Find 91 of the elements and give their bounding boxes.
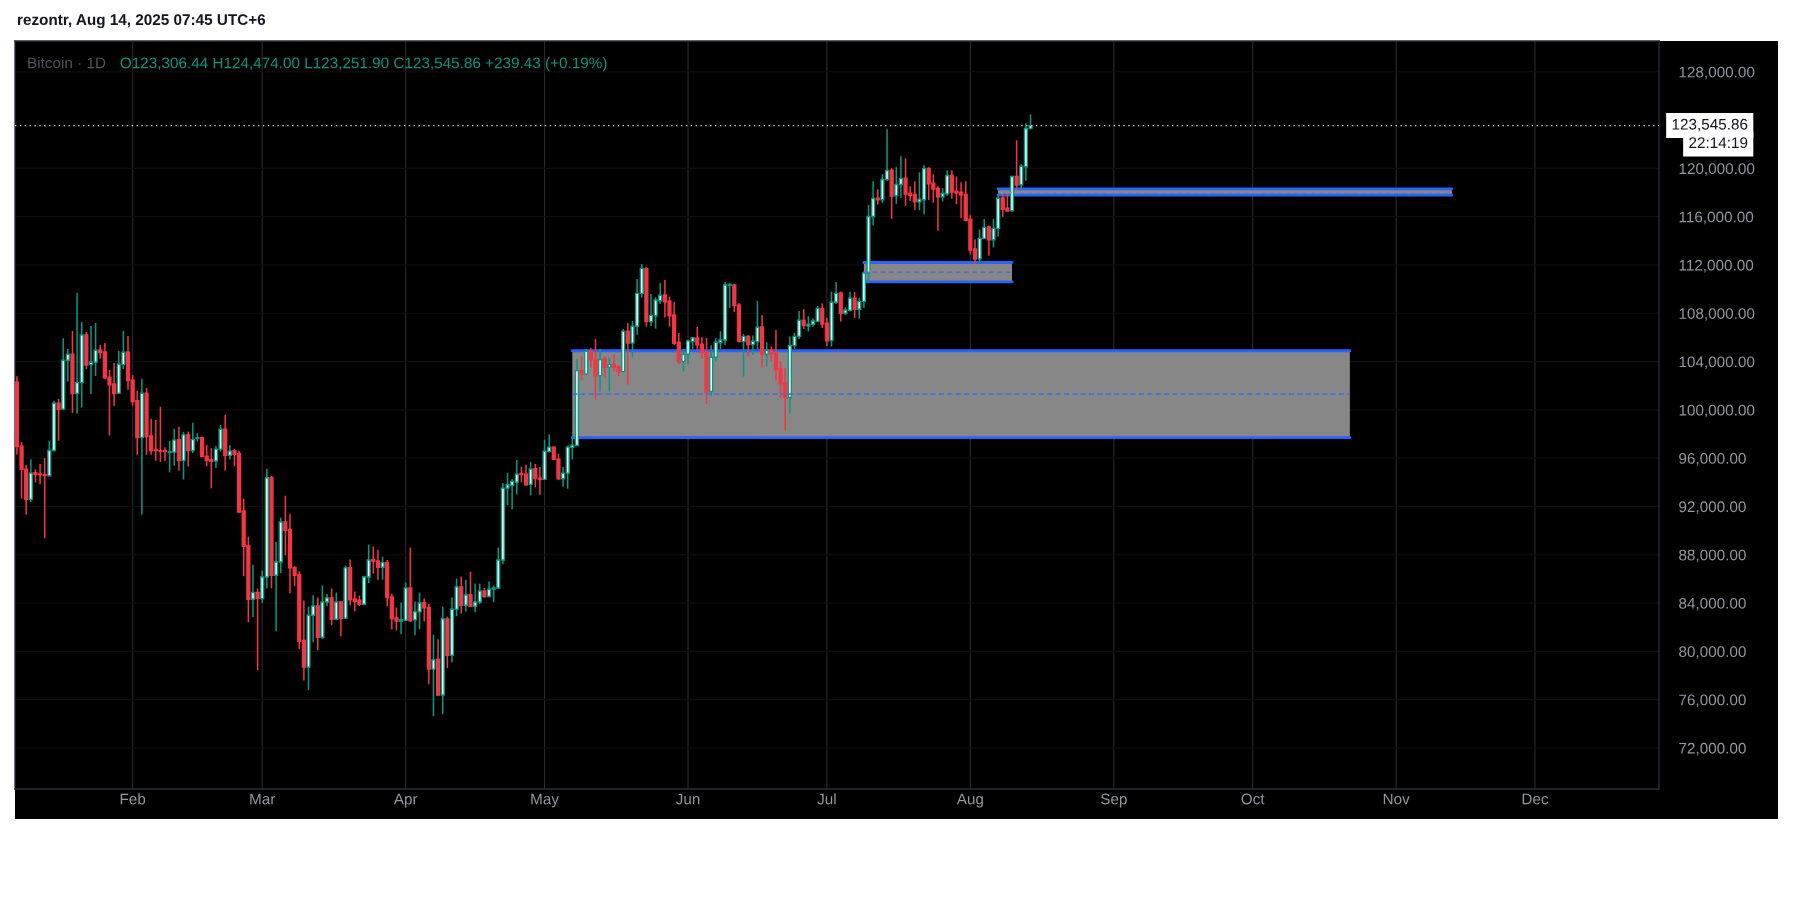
candlestick xyxy=(898,155,904,199)
candlestick xyxy=(417,591,422,631)
text: Bitcoin · 1D xyxy=(28,57,106,69)
candlestick xyxy=(514,459,519,496)
candlestick xyxy=(111,362,117,407)
y-tick-label: 80,000.00 xyxy=(1679,646,1746,659)
candlestick xyxy=(186,430,191,468)
candlestick xyxy=(607,357,612,393)
x-tick-label: Sep xyxy=(1100,793,1127,808)
x-tick-label: May xyxy=(531,793,559,808)
candlestick xyxy=(903,157,908,207)
candlestick xyxy=(648,293,654,327)
candlestick xyxy=(926,166,931,201)
candlestick xyxy=(741,333,746,378)
candlestick xyxy=(380,555,385,581)
candlestick xyxy=(579,355,584,382)
text: 22:14:19 xyxy=(1689,137,1748,149)
candlestick xyxy=(334,591,339,621)
candlestick xyxy=(209,447,214,490)
x-tick-label: Feb xyxy=(120,793,146,805)
candlestick xyxy=(37,463,43,486)
candlestick xyxy=(602,355,607,379)
candlestick xyxy=(431,633,436,717)
candlestick xyxy=(695,326,700,351)
y-tick-label: 116,000.00 xyxy=(1679,211,1754,225)
candlestick xyxy=(42,457,47,540)
candlestick xyxy=(463,578,469,613)
y-tick-label: 104,000.00 xyxy=(1679,356,1755,370)
y-tick-label: 128,000.00 xyxy=(1679,66,1755,80)
candlestick xyxy=(338,600,344,637)
candlestick xyxy=(912,180,917,211)
candlestick xyxy=(593,338,598,401)
candlestick xyxy=(986,224,991,257)
y-tick-label: 76,000.00 xyxy=(1679,694,1746,708)
candlestick xyxy=(477,582,482,605)
candlestick xyxy=(533,463,538,489)
candlestick xyxy=(625,322,630,386)
candlestick xyxy=(894,166,899,205)
ref-line-label: 123,545.86 xyxy=(1672,118,1748,132)
candlestick xyxy=(838,290,843,323)
annotation: O123,306.44 H124,474.00 L123,251.90 C123,545.86 +239.43 (+0.19%) xyxy=(120,57,607,72)
candlestick xyxy=(375,548,381,581)
candlestick xyxy=(158,406,163,463)
x-tick-label: Apr xyxy=(393,793,418,808)
chart-title: rezontr, Aug 14, 2025 07:45 UTC+6 xyxy=(18,14,266,29)
y-tick-label: 92,000.00 xyxy=(1679,501,1746,514)
x-tick-label: Jul xyxy=(817,793,836,805)
candlestick xyxy=(1005,191,1010,213)
candlestick xyxy=(1014,139,1019,191)
candlestick xyxy=(597,348,603,393)
candlestick xyxy=(584,348,589,376)
candlestick xyxy=(412,600,418,636)
candlestick xyxy=(371,545,376,575)
x-tick-label: Dec xyxy=(1522,793,1549,805)
x-tick-label: Aug xyxy=(956,793,983,808)
candlestick xyxy=(329,587,334,627)
candlestick xyxy=(764,341,769,368)
candlestick xyxy=(56,398,61,442)
candlestick xyxy=(537,466,543,496)
y-tick-label: 88,000.00 xyxy=(1679,549,1746,563)
candlestick xyxy=(958,181,964,219)
y-tick-label: 112,000.00 xyxy=(1679,259,1754,273)
candlestick xyxy=(611,353,617,373)
candlestick xyxy=(852,291,857,319)
candlestick xyxy=(250,563,256,618)
candlestick xyxy=(662,279,668,319)
candlestick xyxy=(685,338,691,365)
x-tick-label: Nov xyxy=(1383,793,1410,805)
candlestick xyxy=(935,185,941,232)
y-tick-label: 72,000.00 xyxy=(1679,742,1746,756)
candlestick xyxy=(74,292,80,415)
candlestick xyxy=(977,228,982,264)
candlestick xyxy=(528,461,533,497)
y-tick-label: 96,000.00 xyxy=(1679,453,1746,466)
x-tick-label: Jun xyxy=(675,793,700,805)
x-tick-label: Oct xyxy=(1241,793,1265,805)
y-tick-label: 120,000.00 xyxy=(1679,163,1755,176)
candlestick xyxy=(172,428,177,467)
x-tick-label: Mar xyxy=(250,793,276,805)
candlestick xyxy=(255,587,260,671)
candlestick xyxy=(176,426,182,472)
candlestick xyxy=(468,570,473,608)
y-tick-label: 100,000.00 xyxy=(1679,404,1755,418)
candlestick xyxy=(746,334,751,358)
candlestick xyxy=(773,329,779,382)
candlestick xyxy=(167,440,172,474)
candlestick xyxy=(162,446,168,462)
candlestick xyxy=(472,582,478,613)
y-tick-label: 108,000.00 xyxy=(1679,308,1755,321)
y-tick-label: 84,000.00 xyxy=(1679,597,1746,611)
candlestick xyxy=(459,575,464,615)
